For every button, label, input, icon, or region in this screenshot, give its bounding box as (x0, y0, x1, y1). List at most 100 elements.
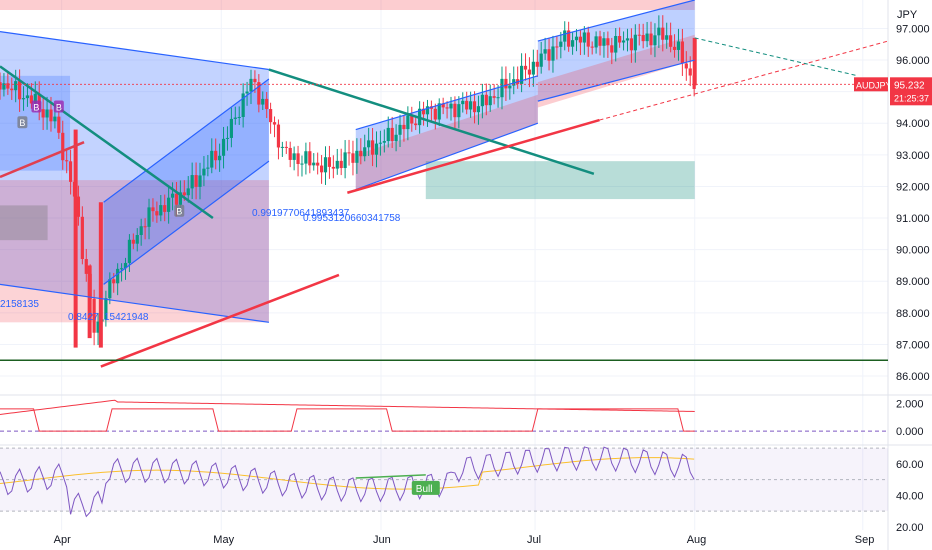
candle-body (559, 41, 563, 47)
candle-body (198, 175, 202, 187)
candle-body (159, 205, 163, 216)
candle-body (555, 46, 559, 48)
candle-body (461, 100, 465, 105)
time-tick-label: Jul (527, 534, 541, 546)
channel3-bottom (537, 59, 695, 102)
ind1-tick-label: 2.000 (896, 398, 924, 410)
time-axis[interactable]: Apr May Jun Jul Aug Sep (54, 534, 875, 546)
candle-body (108, 279, 112, 299)
price-tick-label: 89.000 (896, 276, 930, 288)
candle-body (586, 32, 590, 47)
zone-red-box-1 (0, 180, 269, 323)
annotation-left: 2158135 (0, 299, 39, 310)
candle-body (547, 49, 551, 61)
candle-body (363, 147, 367, 157)
candle-body (398, 124, 402, 135)
candle-body (14, 81, 18, 91)
time-tick-label: May (213, 534, 234, 546)
candle-body (221, 138, 226, 156)
candle-body (508, 85, 512, 89)
candle-body (618, 36, 622, 43)
red-uptrend-ext (599, 40, 889, 121)
price-badge-bg (890, 77, 932, 106)
time-tick-label: Aug (687, 534, 707, 546)
candle-body (472, 101, 477, 113)
candle-body (123, 262, 128, 269)
candle-body (343, 152, 347, 169)
candle-body (194, 175, 198, 187)
signal-marker: B (19, 118, 25, 128)
bull-label: Bull (416, 484, 433, 495)
candle-body (425, 106, 430, 115)
zone-blue-channel-2 (355, 75, 538, 190)
candle-body (500, 78, 504, 98)
candle-body (480, 94, 484, 107)
candle-body (119, 268, 124, 270)
candle-body (135, 235, 139, 244)
candle-body (0, 82, 2, 90)
candle-body (155, 211, 159, 216)
candle-body (449, 103, 453, 109)
candle-body (272, 122, 277, 125)
candle-body (453, 103, 457, 118)
candle-body (519, 65, 524, 84)
candle-body (225, 137, 230, 139)
candle-body (186, 188, 190, 196)
price-badge: 95.232 (894, 80, 925, 91)
candle-body (68, 161, 73, 182)
candle-body (312, 162, 316, 166)
candle-body (669, 35, 673, 47)
ind1-step-line (0, 408, 695, 432)
annotation-ratio-3: 0.9953120660341758 (303, 213, 401, 224)
candle-body (21, 98, 26, 100)
candle-body (245, 91, 249, 94)
candle-body (112, 279, 116, 284)
candle-body (672, 46, 677, 50)
candle-body (163, 205, 167, 212)
channel3-top (537, 0, 695, 42)
price-tick-label: 92.000 (896, 181, 930, 193)
candle-body (29, 95, 33, 104)
candle-body (202, 168, 206, 176)
signal-marker-bg (17, 116, 28, 129)
rsi-pane: Bull (0, 446, 888, 518)
symbol-badge: AUDJPY (856, 80, 892, 90)
time-tick-label: Sep (855, 534, 875, 546)
candle-body (402, 124, 406, 130)
candle-body (598, 36, 602, 46)
candle-body (606, 38, 610, 46)
candle-body (300, 163, 304, 165)
candle-body (688, 68, 692, 76)
indicator1-pane (0, 399, 888, 432)
signal-marker-bg (53, 100, 64, 113)
candle-body (610, 45, 614, 53)
candle-body (304, 151, 308, 164)
countdown-badge: 21:25:37 (894, 93, 929, 103)
ind1-line-red (0, 399, 695, 415)
price-tick-label: 96.000 (896, 55, 930, 67)
candle-body (178, 192, 183, 205)
candle-body (233, 117, 237, 119)
price-tick-label: 91.000 (896, 213, 930, 225)
candle-body (327, 157, 332, 167)
candle-body (563, 30, 567, 42)
signal-marker-bg (174, 204, 185, 217)
red-uptrend-2 (347, 118, 600, 194)
candle-body (465, 100, 469, 110)
candle-body (445, 107, 449, 109)
candle-body (25, 95, 30, 99)
candle-body (316, 162, 320, 166)
candle-body (406, 115, 410, 130)
candle-body (347, 152, 351, 154)
candle-drop-1 (73, 129, 78, 348)
candle-body (319, 165, 324, 173)
candle-body (49, 109, 53, 122)
candle-body (496, 97, 500, 99)
channel-bottom-line (0, 283, 270, 323)
candle-body (523, 65, 528, 70)
candle-body (457, 104, 461, 118)
time-tick-label: Apr (54, 534, 71, 546)
price-axis[interactable]: 97.00096.00095.00094.00093.00092.00091.0… (854, 23, 932, 534)
